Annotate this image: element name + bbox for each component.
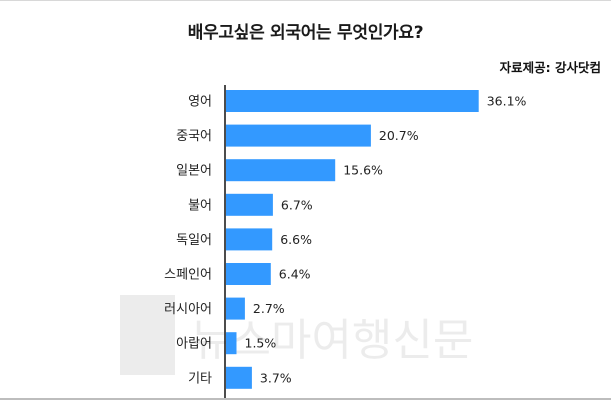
bar-chart: 영어 36.1% 중국어 20.7% 일본어 15.6% 불어 6.7% 독일어 6.6% 스페인어… bbox=[164, 85, 527, 398]
category-label-6: 러시아어 bbox=[164, 302, 212, 317]
bar-4 bbox=[226, 228, 273, 251]
value-label-6: 2.7% bbox=[253, 301, 285, 316]
watermark: 뉴스마여행신문 bbox=[120, 295, 473, 375]
value-label-7: 1.5% bbox=[245, 336, 277, 351]
bar-8 bbox=[226, 366, 252, 389]
bottom-border bbox=[0, 398, 611, 400]
bar-3 bbox=[226, 193, 273, 216]
watermark-mark bbox=[120, 295, 175, 375]
category-label-8: 기타 bbox=[188, 371, 212, 386]
watermark-text: 뉴스마여행신문 bbox=[190, 315, 473, 366]
category-label-0: 영어 bbox=[188, 95, 212, 110]
bar-2 bbox=[226, 159, 336, 182]
value-label-1: 20.7% bbox=[379, 128, 419, 143]
category-label-1: 중국어 bbox=[176, 129, 212, 144]
value-label-8: 3.7% bbox=[260, 370, 292, 385]
value-label-5: 6.4% bbox=[279, 267, 311, 282]
top-border bbox=[0, 0, 611, 1]
bar-5 bbox=[226, 263, 271, 285]
value-label-4: 6.6% bbox=[280, 232, 312, 247]
category-label-5: 스페인어 bbox=[164, 268, 212, 283]
category-label-4: 독일어 bbox=[176, 233, 212, 248]
category-label-2: 일본어 bbox=[176, 164, 212, 179]
bar-1 bbox=[226, 124, 371, 147]
bar-6 bbox=[226, 297, 245, 320]
value-label-0: 36.1% bbox=[487, 94, 527, 109]
source-credit: 자료제공: 강사닷컴 bbox=[499, 60, 601, 75]
bar-7 bbox=[226, 332, 237, 355]
bars-group: 영어 36.1% 중국어 20.7% 일본어 15.6% 불어 6.7% 독일어 6.6% 스페인어… bbox=[164, 90, 527, 389]
category-label-7: 아랍어 bbox=[176, 337, 212, 352]
value-label-2: 15.6% bbox=[343, 163, 383, 178]
value-label-3: 6.7% bbox=[281, 197, 313, 212]
chart-title: 배우고싶은 외국어는 무엇인가요? bbox=[187, 23, 424, 43]
category-label-3: 불어 bbox=[188, 198, 212, 213]
bar-0 bbox=[226, 90, 479, 112]
